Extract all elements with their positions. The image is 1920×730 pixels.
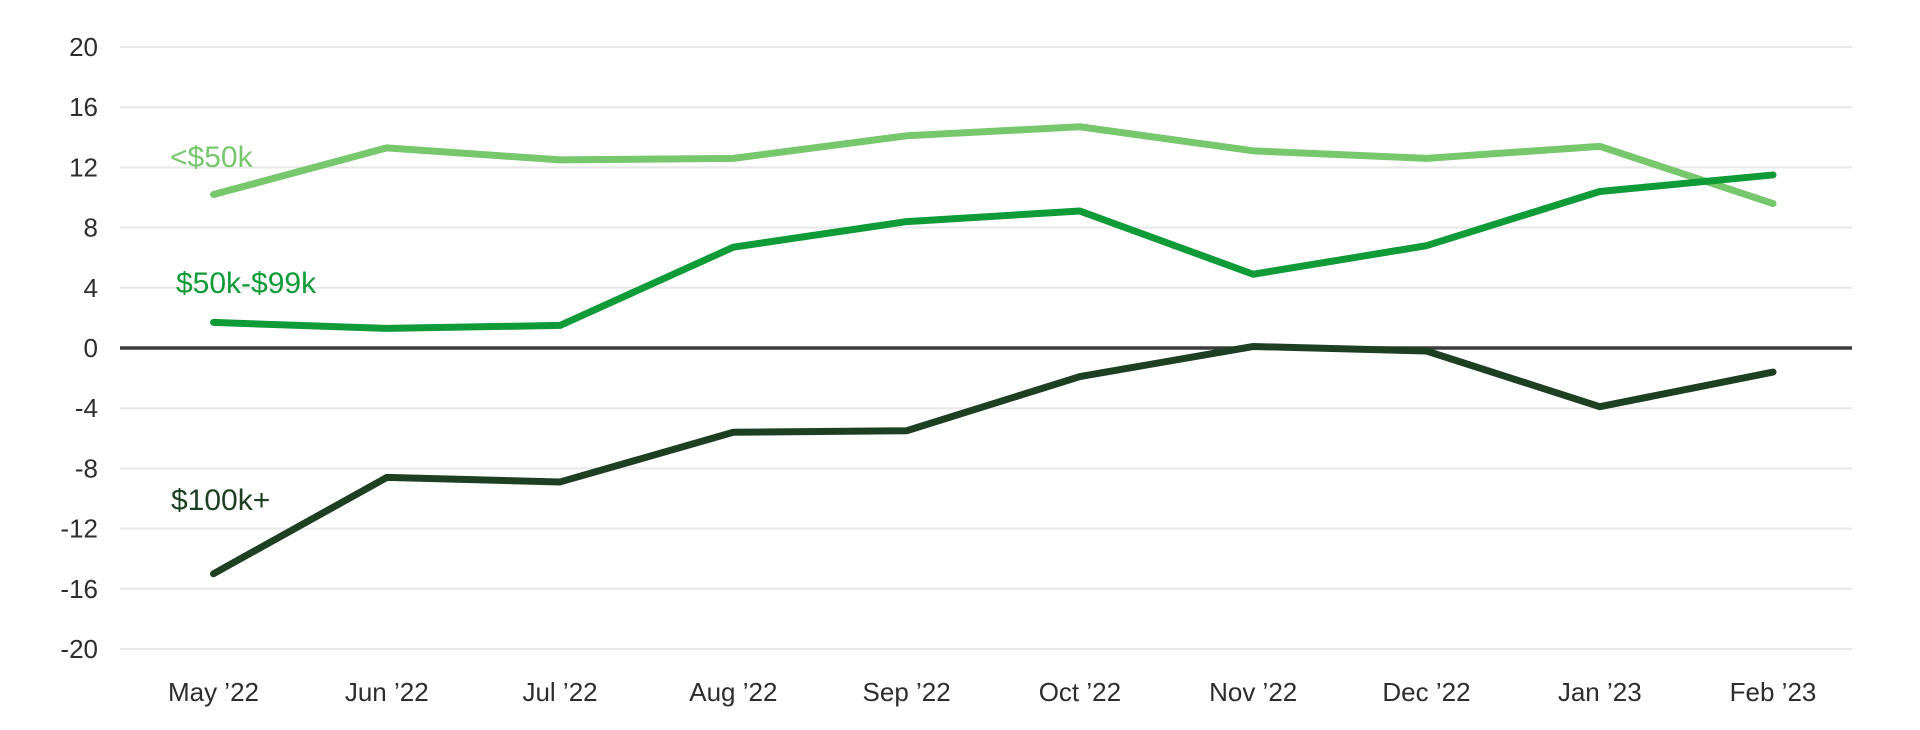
series-line--50k-99k [210, 171, 1777, 332]
series-label: <$50k [170, 141, 254, 174]
x-tick-label: May ’22 [168, 677, 259, 707]
y-tick-label: 4 [84, 273, 98, 303]
series-line--100k- [210, 342, 1777, 578]
y-tick-label: 8 [84, 213, 98, 243]
y-tick-label: 0 [84, 333, 98, 363]
y-tick-label: 16 [69, 92, 98, 122]
x-tick-label: Oct ’22 [1039, 677, 1121, 707]
y-tick-label: -4 [75, 393, 98, 423]
x-tick-label: Nov ’22 [1209, 677, 1297, 707]
x-tick-label: Jun ’22 [345, 677, 429, 707]
series-label: $50k-$99k [176, 267, 317, 300]
series-line--50k [210, 123, 1777, 208]
y-tick-label: 20 [69, 32, 98, 62]
y-tick-label: -8 [75, 453, 98, 483]
y-tick-label: -16 [60, 574, 98, 604]
x-tick-label: Sep ’22 [863, 677, 951, 707]
x-tick-label: Jul ’22 [522, 677, 597, 707]
x-tick-label: Aug ’22 [689, 677, 777, 707]
y-tick-label: -20 [60, 634, 98, 664]
x-tick-label: Jan ’23 [1558, 677, 1642, 707]
x-tick-label: Feb ’23 [1730, 677, 1817, 707]
series-label: $100k+ [171, 484, 270, 517]
x-tick-label: Dec ’22 [1382, 677, 1470, 707]
y-tick-label: -12 [60, 514, 98, 544]
y-tick-label: 12 [69, 152, 98, 182]
